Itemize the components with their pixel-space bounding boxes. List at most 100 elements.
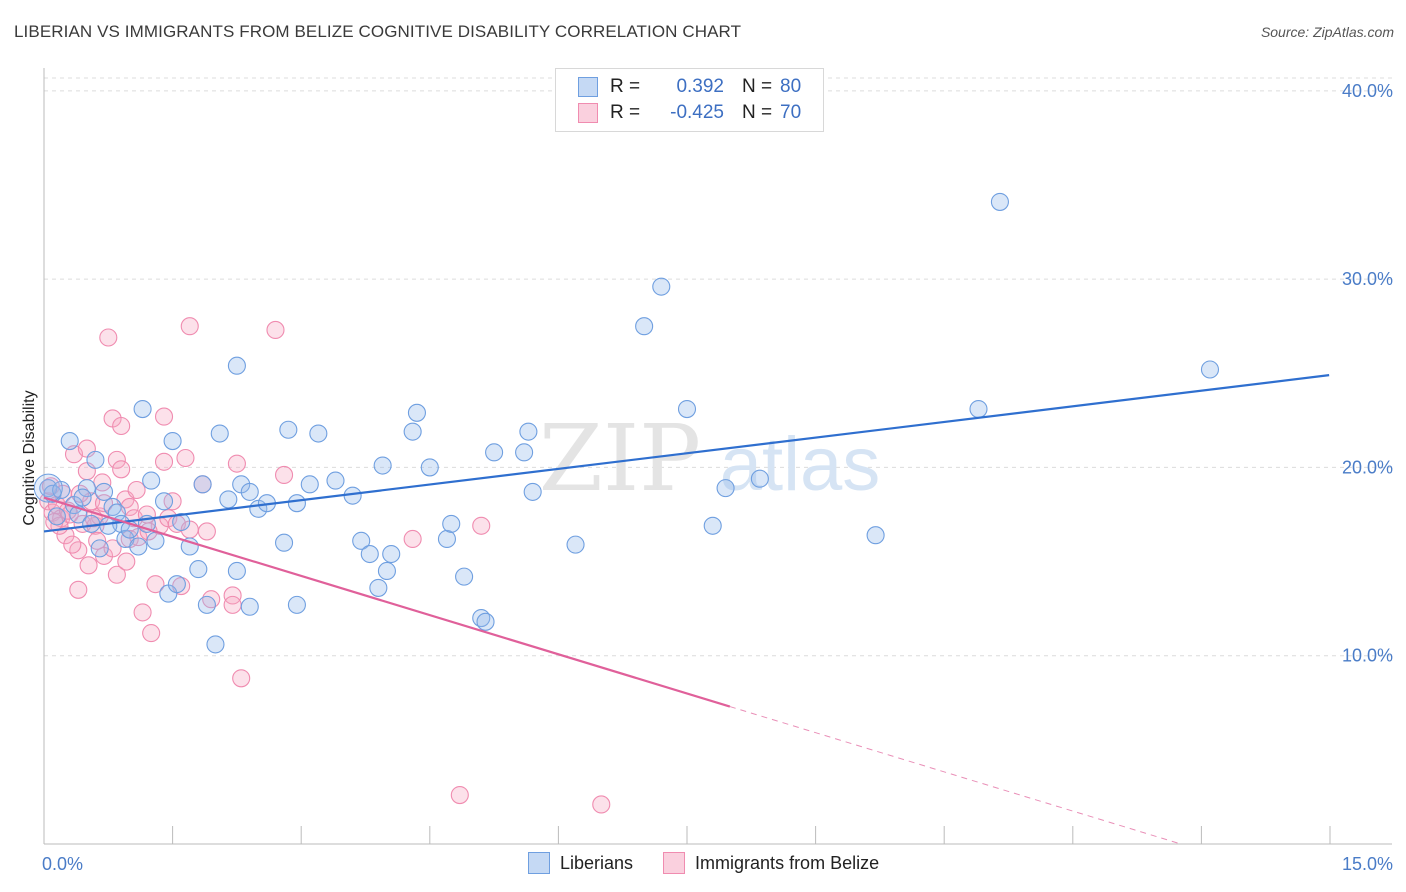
legend-r-value: -0.425 — [670, 102, 724, 123]
belize-point — [146, 575, 165, 594]
liberian-point — [523, 482, 542, 501]
belize-point — [592, 795, 611, 814]
liberian-point — [107, 503, 126, 522]
liberian-point — [240, 482, 259, 501]
liberian-point — [403, 422, 422, 441]
series-liberians-points — [33, 192, 1220, 654]
liberian-point — [703, 516, 722, 535]
trend-line-liberians — [43, 374, 1330, 533]
liberian-point — [750, 469, 769, 488]
liberian-point — [485, 443, 504, 462]
liberian-point — [90, 539, 109, 558]
belize-point — [127, 480, 146, 500]
liberian-point — [437, 529, 456, 549]
belize-point — [176, 448, 195, 468]
belize-point — [79, 556, 98, 575]
liberian-point — [129, 537, 148, 556]
legend-n-value: 80 — [780, 76, 802, 97]
belize-point — [154, 407, 174, 426]
liberian-point — [309, 424, 328, 443]
liberian-point — [990, 192, 1009, 211]
liberian-point — [172, 512, 191, 532]
belize-point — [107, 450, 126, 469]
legend-label-liberians: Liberians — [560, 852, 634, 873]
liberian-point — [969, 399, 988, 419]
belize-point — [403, 529, 422, 549]
liberian-point — [369, 578, 388, 597]
liberian-point — [566, 535, 585, 554]
legend-row-belize: R = -0.425 N = 70 — [578, 100, 801, 126]
belize-point — [69, 580, 88, 599]
liberian-point — [382, 544, 401, 564]
liberian-point — [133, 399, 152, 419]
liberian-point — [677, 399, 697, 419]
liberian-point — [167, 575, 186, 594]
liberian-point — [377, 561, 396, 581]
liberian-point — [94, 482, 114, 501]
legend-n-value: 70 — [780, 102, 802, 123]
x-tick-label-min: 0.0% — [42, 854, 83, 874]
liberian-point — [275, 533, 294, 552]
belize-point — [103, 539, 122, 558]
belize-point — [99, 328, 118, 347]
legend-row-liberians: R = 0.392 N = 80 — [578, 74, 801, 100]
liberian-point — [142, 471, 161, 490]
liberian-point — [360, 544, 379, 564]
belize-point — [154, 452, 174, 471]
liberian-point — [635, 317, 654, 336]
liberian-point — [287, 595, 306, 614]
belize-point — [232, 669, 251, 688]
liberian-point — [519, 422, 538, 441]
belize-point — [107, 565, 126, 584]
belize-point — [142, 624, 161, 643]
liberian-point — [86, 450, 105, 469]
liberian-point — [219, 490, 238, 509]
belize-point — [117, 552, 136, 571]
belize-point — [112, 460, 131, 479]
legend-item-belize: Immigrants from Belize — [663, 852, 879, 874]
gridlines — [44, 77, 1392, 657]
liberian-point — [300, 475, 319, 494]
liberian-point — [287, 494, 306, 513]
legend-n-label: N = — [742, 76, 773, 97]
y-tick-label: 10.0% — [1342, 646, 1393, 666]
watermark: ZIP atlas — [539, 405, 880, 512]
legend-r-value: 0.392 — [676, 76, 724, 97]
belize-point — [133, 603, 152, 622]
legend-swatch-blue — [578, 77, 598, 97]
liberian-point — [652, 277, 671, 296]
liberian-point — [279, 420, 298, 439]
source-label: Source: ZipAtlas.com — [1260, 24, 1394, 40]
legend-r-label: R = — [610, 76, 641, 97]
liberian-point — [47, 507, 66, 526]
y-tick-label: 20.0% — [1342, 457, 1393, 477]
legend-swatch-pink — [578, 103, 598, 123]
watermark-zip: ZIP — [539, 405, 701, 512]
liberian-point — [515, 443, 534, 462]
liberian-point — [197, 595, 216, 614]
belize-point — [223, 595, 242, 614]
liberian-point — [227, 356, 246, 375]
series-belize-points — [39, 317, 611, 814]
series-legend: Liberians Immigrants from Belize — [528, 852, 909, 874]
chart-title: LIBERIAN VS IMMIGRANTS FROM BELIZE COGNI… — [14, 22, 742, 41]
liberian-point — [326, 471, 345, 490]
belize-point — [88, 531, 107, 550]
belize-point — [223, 586, 242, 605]
y-tick-label: 40.0% — [1342, 81, 1393, 101]
liberian-point — [1200, 360, 1220, 379]
liberian-point — [407, 403, 426, 422]
legend-n-label: N = — [742, 102, 773, 123]
liberian-point — [210, 424, 229, 443]
liberian-point — [373, 456, 392, 475]
liberian-point — [240, 597, 259, 616]
trend-lines — [43, 374, 1330, 845]
liberian-point — [420, 458, 439, 477]
belize-point — [450, 785, 469, 805]
liberian-point — [60, 432, 79, 451]
y-tick-label: 30.0% — [1342, 269, 1393, 289]
liberian-point — [193, 475, 212, 494]
belize-point — [56, 526, 75, 545]
liberian-point — [352, 531, 371, 550]
